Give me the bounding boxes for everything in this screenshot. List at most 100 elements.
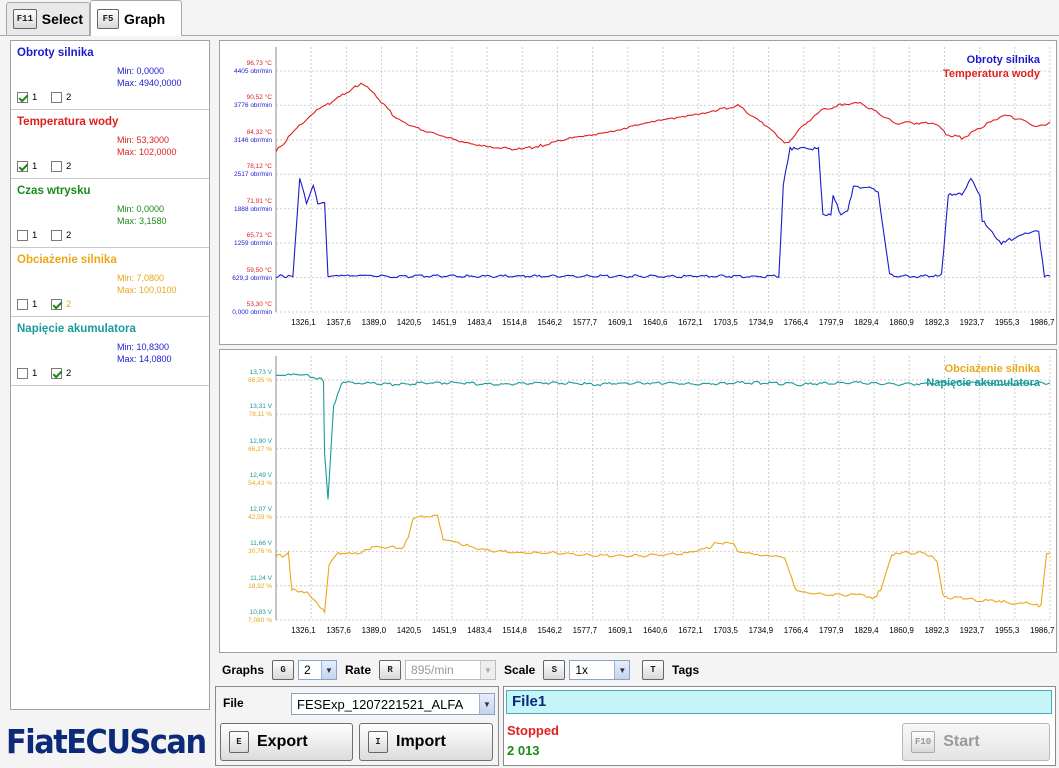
x-tick-label: 1326,1: [291, 318, 316, 327]
tab-graph-label: Graph: [124, 10, 166, 27]
scale-select-value: 1x: [575, 663, 589, 677]
signal-min: Min: 0,0000: [117, 66, 165, 76]
x-tick-label: 1829,4: [854, 626, 879, 635]
plot-area: [275, 356, 1051, 621]
signal-graph1-checkbox[interactable]: 1: [17, 299, 37, 310]
x-tick-label: 1609,1: [607, 626, 633, 635]
graphs-key[interactable]: G: [272, 660, 295, 680]
x-tick-label: 1829,4: [854, 318, 879, 327]
legend-entry: Temperatura wody: [943, 68, 1040, 80]
tags-control[interactable]: T Tags: [642, 659, 699, 681]
chart-engine-temp[interactable]: 96,73 °C 4405 obr/min 90,52 °C 3776 obr/min…: [219, 40, 1057, 345]
checkbox-icon: [17, 230, 28, 241]
graphs-select[interactable]: 2 ▼: [298, 660, 338, 680]
series-line: [275, 373, 1051, 500]
x-tick-label: 1326,1: [291, 626, 316, 635]
signal-graph1-checkbox[interactable]: 1: [17, 230, 37, 241]
x-tick-label: 1703,5: [713, 318, 738, 327]
x-tick-label: 1546,2: [537, 626, 562, 635]
start-button[interactable]: F10 Start: [902, 723, 1050, 761]
y-tick-label: 86,95 %: [248, 377, 272, 384]
x-tick-label: 1986,7: [1030, 318, 1055, 327]
signal-max: Max: 4940,0000: [117, 78, 182, 88]
y-tick-label: 66,27 %: [248, 445, 272, 453]
tab-select[interactable]: F11 Select: [6, 2, 90, 35]
signal-graph2-checkbox[interactable]: 2: [51, 92, 71, 103]
tags-key[interactable]: T: [642, 660, 664, 680]
checkbox-label: 2: [66, 230, 72, 241]
checkbox-icon: [17, 161, 28, 172]
x-tick-label: 1357,6: [326, 626, 351, 635]
y-tick-label: 12,90 V: [249, 437, 272, 445]
x-tick-label: 1955,3: [994, 318, 1020, 327]
signal-graph1-checkbox[interactable]: 1: [17, 161, 37, 172]
x-tick-label: 1451,9: [431, 626, 457, 635]
graphs-select-value: 2: [304, 663, 311, 677]
checkbox-label: 1: [32, 299, 38, 310]
legend-entry: Obroty silnika: [966, 54, 1040, 66]
y-tick-label: 7,080 %: [248, 617, 272, 624]
scale-select[interactable]: 1x ▼: [569, 660, 631, 680]
x-tick-label: 1703,5: [713, 626, 738, 635]
chart-legend: Obroty silnika Temperatura wody: [943, 53, 1040, 81]
tab-graph[interactable]: F5 Graph: [90, 0, 182, 36]
signal-graph2-checkbox[interactable]: 2: [51, 230, 71, 241]
x-tick-label: 1672,1: [678, 626, 703, 635]
y-tick-label: 96,73 °C: [246, 60, 272, 67]
y-tick-label: 13,73 V: [249, 369, 272, 376]
x-tick-label: 1892,3: [924, 626, 949, 635]
signal-graph2-checkbox[interactable]: 2: [51, 299, 71, 310]
signal-graph2-checkbox[interactable]: 2: [51, 368, 71, 379]
export-key: E: [229, 731, 249, 753]
checkbox-label: 2: [66, 161, 72, 172]
checkbox-label: 2: [66, 299, 72, 310]
start-key: F10: [911, 731, 936, 753]
rate-key[interactable]: R: [379, 660, 402, 680]
y-tick-label: 13,31 V: [249, 403, 272, 411]
signal-max: Max: 3,1580: [117, 216, 167, 226]
y-tick-label: 11,24 V: [250, 574, 272, 582]
signal-item: Obciażenie silnika Min: 7,0800 Max: 100,…: [11, 248, 209, 317]
y-tick-label: 0,000 obr/min: [232, 309, 272, 316]
y-tick-label: 11,66 V: [250, 540, 272, 548]
y-tick-label: 629,3 obr/min: [232, 274, 272, 282]
status-panel: File1 Stopped 2 013 F10 Start: [503, 686, 1056, 766]
x-tick-label: 1420,5: [396, 626, 422, 635]
file-label: File: [223, 696, 244, 710]
y-tick-label: 1259 obr/min: [234, 240, 272, 248]
signal-graph2-checkbox[interactable]: 2: [51, 161, 71, 172]
checkbox-label: 1: [32, 92, 38, 103]
scale-key[interactable]: S: [543, 660, 566, 680]
checkbox-icon: [17, 299, 28, 310]
x-tick-label: 1892,3: [924, 318, 949, 327]
checkbox-icon: [51, 161, 62, 172]
signal-item: Czas wtrysku Min: 0,0000 Max: 3,1580 1 2: [11, 179, 209, 248]
x-tick-label: 1734,9: [748, 626, 774, 635]
signal-graph1-checkbox[interactable]: 1: [17, 92, 37, 103]
graphs-control: Graphs G 2 ▼: [222, 659, 338, 681]
x-tick-label: 1860,9: [889, 626, 914, 635]
y-tick-label: 18,92 %: [248, 582, 272, 590]
signal-min: Min: 7,0800: [117, 273, 165, 283]
scale-control: Scale S 1x ▼: [504, 659, 631, 681]
signal-name: Czas wtrysku: [17, 185, 91, 197]
chart-load-voltage[interactable]: 13,73 V 86,95 % 13,31 V 78,11 % 12,90 V 66,27…: [219, 349, 1057, 653]
signal-graph1-checkbox[interactable]: 1: [17, 368, 37, 379]
checkbox-label: 1: [32, 230, 38, 241]
x-tick-label: 1577,7: [572, 626, 598, 635]
y-tick-label: 4405 obr/min: [234, 68, 272, 75]
signal-max: Max: 14,0800: [117, 354, 172, 364]
app-logo: FiatECUScan: [6, 722, 207, 761]
rate-select: 895/min ▼: [405, 660, 497, 680]
file-select[interactable]: FESExp_1207221521_ALFA ▼: [291, 693, 495, 715]
x-tick-label: 1609,1: [607, 318, 633, 327]
file-name-display: File1: [506, 690, 1052, 714]
export-button[interactable]: E Export: [220, 723, 353, 761]
checkbox-icon: [51, 368, 62, 379]
x-tick-label: 1923,7: [959, 318, 985, 327]
y-tick-label: 84,32 °C: [246, 128, 272, 136]
x-tick-label: 1955,3: [994, 626, 1020, 635]
checkbox-icon: [51, 230, 62, 241]
import-button[interactable]: I Import: [359, 723, 493, 761]
y-tick-label: 78,11 %: [248, 411, 272, 419]
